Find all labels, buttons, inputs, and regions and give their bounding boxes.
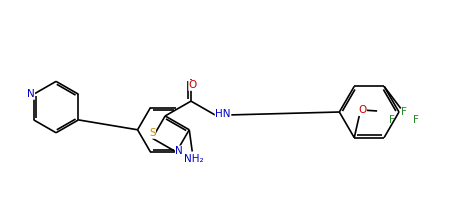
Text: F: F bbox=[389, 115, 395, 125]
Text: F: F bbox=[413, 115, 419, 125]
Text: O: O bbox=[358, 105, 366, 115]
Text: O: O bbox=[189, 80, 197, 90]
Text: HN: HN bbox=[215, 109, 231, 119]
Text: S: S bbox=[149, 128, 156, 138]
Text: N: N bbox=[27, 89, 35, 99]
Text: N: N bbox=[176, 146, 183, 156]
Text: F: F bbox=[401, 108, 407, 117]
Text: NH₂: NH₂ bbox=[184, 154, 204, 164]
